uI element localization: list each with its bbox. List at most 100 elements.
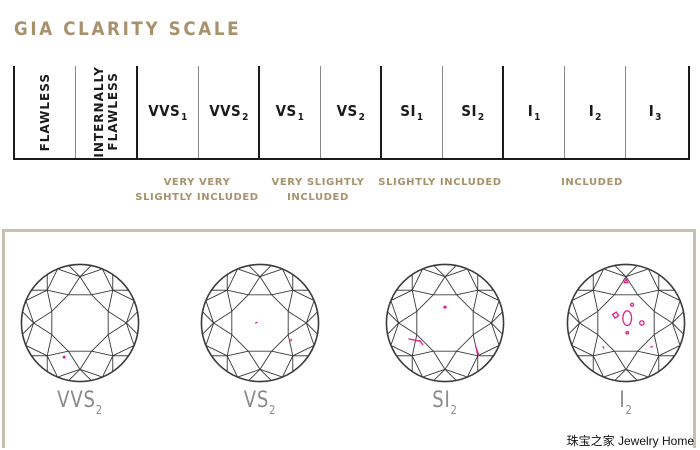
kite-facet-edge [625,368,649,378]
kite-facet-edge [444,368,468,378]
scale-cell-si1: SI1 [382,66,443,158]
kite-facet-edge [259,368,283,378]
star-facet [398,310,418,336]
star-facet [226,334,249,357]
girdle-facet-edge [444,369,457,381]
scale-cell-label: VS2 [336,101,365,123]
kite-facet-edge [25,344,48,357]
kite-facet-edge [422,268,446,278]
scale-cell-label: I3 [648,101,662,123]
star-facet [456,289,479,312]
diamond-vs2-illustration [199,262,321,384]
kite-facet-edge [671,300,681,324]
diamond-vs2-svg [200,263,320,383]
kite-facet-edge [390,322,400,346]
girdle-facet-edge [625,265,638,277]
star-facet [247,350,273,370]
inclusion-mark [625,330,630,335]
girdle-facet-edge [248,369,261,381]
girdle-facet-edge [491,322,503,335]
group-label-vs: VERY SLIGHTLY INCLUDED [271,177,365,203]
inclusion-mark [408,338,421,342]
kite-facet-edge [237,368,261,378]
girdle-facet-edge [248,265,261,277]
kite-facet-edge [292,344,315,357]
kite-facet-edge [237,268,261,278]
girdle-facet-edge [22,311,34,324]
star-facet [432,276,458,296]
girdle-facet-edge [433,265,446,277]
kite-facet-edge [390,289,413,302]
scale-cell-internally-flawless: INTERNALLY FLAWLESS [76,66,138,158]
star-facet [287,310,307,336]
star-facet [46,334,69,357]
star-facet [91,289,114,312]
kite-facet-edge [444,268,468,278]
inclusion-mark [254,321,258,324]
scale-cell-label: INTERNALLY FLAWLESS [92,66,120,158]
inclusion-mark [474,345,480,357]
kite-facet-edge [671,322,681,346]
diamond-si2-svg [385,263,505,383]
star-facet [33,310,53,336]
star-facet [456,334,479,357]
girdle-facet-edge [126,311,138,324]
star-facet [67,276,93,296]
kite-facet-edge [125,322,135,346]
kite-facet-edge [411,355,424,378]
kite-facet-edge [125,300,135,324]
star-facet [271,334,294,357]
kite-facet-edge [647,268,660,291]
kite-facet-edge [603,368,627,378]
table-facet [231,294,289,352]
girdle-facet-edge [22,322,34,335]
kite-facet-edge [658,289,681,302]
star-facet [613,276,639,296]
diamond-vvs2-illustration [19,262,141,384]
scale-cell-label: I1 [527,101,541,123]
kite-facet-edge [490,300,500,324]
scale-cell-vvs1: VVS1 [138,66,199,158]
diamond-i2-svg [566,263,686,383]
inclusion-mark [289,338,293,342]
girdle-facet-edge [625,369,638,381]
star-facet [432,350,458,370]
girdle-facet-edge [672,322,684,335]
kite-facet-edge [25,289,48,302]
scale-cell-label: SI1 [400,101,424,123]
kite-facet-edge [490,322,500,346]
girdle-facet-edge [259,369,272,381]
star-facet [411,334,434,357]
kite-facet-edge [101,268,114,291]
kite-facet-edge [603,268,627,278]
scale-cell-label: FLAWLESS [38,72,52,152]
star-facet [67,350,93,370]
star-facet [411,289,434,312]
scale-cell-si2: SI2 [443,66,504,158]
girdle-facet-edge [614,265,627,277]
star-facet [637,289,660,312]
star-facet [592,289,615,312]
star-facet [226,289,249,312]
girdle-facet-edge [672,311,684,324]
kite-facet-edge [477,344,500,357]
kite-facet-edge [112,289,135,302]
star-facet [213,310,233,336]
inclusion-mark [622,310,633,327]
star-facet [653,310,673,336]
watermark-text: 珠宝之家 Jewelry Home [566,434,694,448]
scale-cell-label: VVS1 [148,101,188,123]
diamond-label-si2: SI2 [432,388,458,417]
scale-cell-flawless: FLAWLESS [15,66,76,158]
girdle-outline [385,263,505,383]
kite-facet-edge [46,355,59,378]
page-title: GIA CLARITY SCALE [14,18,242,40]
girdle-outline [200,263,320,383]
diamond-i2-illustration [565,262,687,384]
clarity-scale-table: FLAWLESS INTERNALLY FLAWLESS VVS1 VVS2 VS… [13,66,690,160]
inclusion-mark [650,345,654,349]
scale-cell-label: I2 [588,101,602,123]
girdle-facet-edge [126,322,138,335]
girdle-facet-edge [387,311,399,324]
girdle-facet-edge [491,311,503,324]
